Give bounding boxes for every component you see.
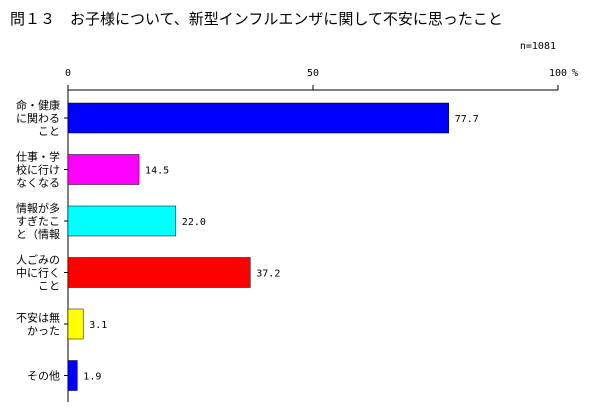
bar [67, 154, 140, 185]
bar [67, 360, 78, 391]
category-label: かった [27, 325, 60, 338]
category-label: 命・健康 [16, 98, 60, 112]
x-tick-label: 50 [307, 68, 319, 79]
axis-layer: 0 50 100% [64, 68, 578, 402]
sample-size-note: n=1081 [520, 41, 556, 52]
category-label: なくなる [16, 177, 60, 190]
category-label: 情報が多 [16, 201, 60, 215]
category-label: 不安は無 [16, 311, 60, 325]
category-label: こと [38, 125, 60, 138]
bar-value-label: 1.9 [83, 372, 101, 383]
category-label: 仕事・学 [16, 150, 60, 164]
bar-value-label: 22.0 [182, 217, 206, 228]
chart-title: 問１３ お子様について、新型インフルエンザに関して不安に思ったこと [10, 10, 503, 28]
category-label: 中に行く [16, 267, 60, 280]
bar-value-label: 37.2 [256, 269, 280, 280]
category-label: すぎたこ [16, 214, 60, 228]
bar [67, 308, 84, 340]
bar-value-label: 14.5 [145, 166, 169, 177]
x-tick-label: 100 [549, 68, 567, 79]
category-label: に関わる [16, 112, 60, 125]
category-label: こと [38, 280, 60, 293]
bar [67, 205, 177, 237]
x-axis-unit: % [572, 68, 578, 79]
category-label: 校に行け [16, 163, 60, 177]
category-label-layer: 命・健康に関わること仕事・学校に行けなくなる情報が多すぎたこと（情報人ごみの中に… [16, 98, 60, 383]
bar-value-label: 77.7 [455, 114, 479, 125]
x-tick-label: 0 [65, 68, 71, 79]
bar-layer: 77.7 14.5 22.0 37.2 3.1 1.9 [67, 102, 479, 391]
category-label: と（情報 [16, 228, 60, 241]
category-label: 人ごみの [16, 253, 60, 267]
bar [67, 102, 449, 134]
bar [67, 257, 251, 288]
bar-value-label: 3.1 [89, 320, 107, 331]
category-label: その他 [27, 370, 60, 383]
